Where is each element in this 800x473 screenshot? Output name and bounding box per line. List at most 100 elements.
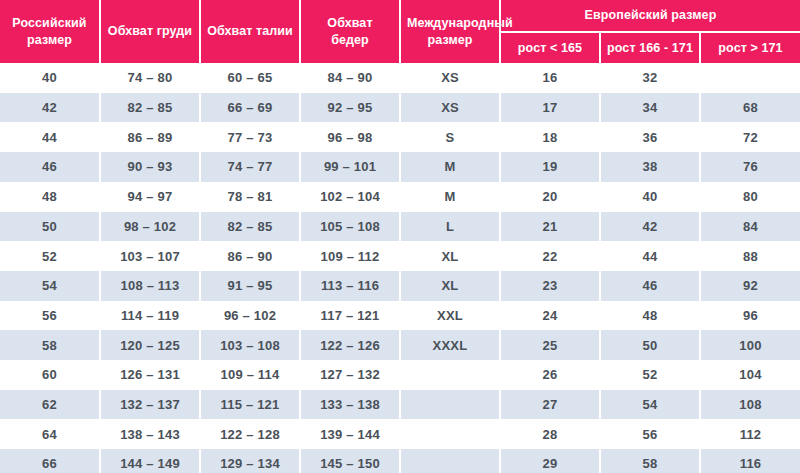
cell-height-166-171: 52 xyxy=(600,360,700,390)
cell-height-166-171: 54 xyxy=(600,390,700,420)
cell-height-gt-171: 80 xyxy=(700,182,800,212)
cell-chest: 86 – 89 xyxy=(100,122,200,152)
cell-hips: 96 – 98 xyxy=(300,122,400,152)
cell-waist: 74 – 77 xyxy=(200,152,300,182)
cell-waist: 60 – 65 xyxy=(200,63,300,93)
cell-chest: 108 – 113 xyxy=(100,271,200,301)
cell-height-166-171: 38 xyxy=(600,152,700,182)
cell-waist: 82 – 85 xyxy=(200,212,300,242)
cell-russian-size: 56 xyxy=(0,301,100,331)
table-row: 52103 – 10786 – 90109 – 112XL224488 xyxy=(0,241,800,271)
header-height-lt-165: рост < 165 xyxy=(500,32,600,63)
cell-height-lt-165: 19 xyxy=(500,152,600,182)
cell-russian-size: 66 xyxy=(0,449,100,473)
table-row: 4074 – 8060 – 6584 – 90XS1632 xyxy=(0,63,800,93)
cell-russian-size: 48 xyxy=(0,182,100,212)
table-row: 4894 – 9778 – 81102 – 104M204080 xyxy=(0,182,800,212)
cell-chest: 138 – 143 xyxy=(100,419,200,449)
table-row: 62132 – 137115 – 121133 – 1382754108 xyxy=(0,390,800,420)
cell-waist: 96 – 102 xyxy=(200,301,300,331)
cell-height-166-171: 42 xyxy=(600,212,700,242)
cell-russian-size: 50 xyxy=(0,212,100,242)
cell-chest: 114 – 119 xyxy=(100,301,200,331)
cell-russian-size: 52 xyxy=(0,241,100,271)
cell-international-size xyxy=(400,390,500,420)
cell-height-lt-165: 20 xyxy=(500,182,600,212)
cell-height-gt-171: 116 xyxy=(700,449,800,473)
cell-international-size: S xyxy=(400,122,500,152)
cell-hips: 109 – 112 xyxy=(300,241,400,271)
cell-hips: 117 – 121 xyxy=(300,301,400,331)
cell-chest: 74 – 80 xyxy=(100,63,200,93)
cell-russian-size: 60 xyxy=(0,360,100,390)
cell-chest: 82 – 85 xyxy=(100,93,200,123)
cell-russian-size: 44 xyxy=(0,122,100,152)
cell-height-166-171: 46 xyxy=(600,271,700,301)
cell-hips: 139 – 144 xyxy=(300,419,400,449)
cell-height-gt-171: 84 xyxy=(700,212,800,242)
table-row: 4690 – 9374 – 7799 – 101M193876 xyxy=(0,152,800,182)
cell-height-lt-165: 22 xyxy=(500,241,600,271)
cell-international-size: XL xyxy=(400,241,500,271)
header-international-size: Международный размер xyxy=(400,0,500,63)
cell-international-size: XXXL xyxy=(400,330,500,360)
table-row: 56114 – 11996 – 102117 – 121XXL244896 xyxy=(0,301,800,331)
cell-height-166-171: 40 xyxy=(600,182,700,212)
cell-chest: 144 – 149 xyxy=(100,449,200,473)
header-height-166-171: рост 166 - 171 xyxy=(600,32,700,63)
cell-hips: 122 – 126 xyxy=(300,330,400,360)
cell-height-lt-165: 29 xyxy=(500,449,600,473)
cell-height-166-171: 58 xyxy=(600,449,700,473)
cell-hips: 84 – 90 xyxy=(300,63,400,93)
cell-hips: 133 – 138 xyxy=(300,390,400,420)
cell-height-lt-165: 17 xyxy=(500,93,600,123)
table-row: 4282 – 8566 – 6992 – 95XS173468 xyxy=(0,93,800,123)
cell-height-gt-171: 76 xyxy=(700,152,800,182)
cell-height-166-171: 36 xyxy=(600,122,700,152)
cell-chest: 98 – 102 xyxy=(100,212,200,242)
cell-international-size: M xyxy=(400,152,500,182)
cell-height-lt-165: 27 xyxy=(500,390,600,420)
cell-height-166-171: 56 xyxy=(600,419,700,449)
cell-height-gt-171: 68 xyxy=(700,93,800,123)
header-european-size-group: Европейский размер xyxy=(500,0,800,32)
cell-height-lt-165: 28 xyxy=(500,419,600,449)
cell-waist: 129 – 134 xyxy=(200,449,300,473)
cell-waist: 91 – 95 xyxy=(200,271,300,301)
cell-international-size xyxy=(400,360,500,390)
cell-international-size: XS xyxy=(400,93,500,123)
cell-international-size: L xyxy=(400,212,500,242)
cell-chest: 132 – 137 xyxy=(100,390,200,420)
cell-russian-size: 46 xyxy=(0,152,100,182)
cell-height-gt-171: 88 xyxy=(700,241,800,271)
cell-russian-size: 58 xyxy=(0,330,100,360)
cell-height-166-171: 50 xyxy=(600,330,700,360)
cell-russian-size: 54 xyxy=(0,271,100,301)
cell-height-gt-171 xyxy=(700,63,800,93)
cell-international-size: XXL xyxy=(400,301,500,331)
cell-chest: 103 – 107 xyxy=(100,241,200,271)
cell-hips: 105 – 108 xyxy=(300,212,400,242)
table-header: Российский размер Обхват груди Обхват та… xyxy=(0,0,800,63)
header-russian-size: Российский размер xyxy=(0,0,100,63)
cell-waist: 122 – 128 xyxy=(200,419,300,449)
cell-hips: 102 – 104 xyxy=(300,182,400,212)
cell-international-size: M xyxy=(400,182,500,212)
cell-height-166-171: 44 xyxy=(600,241,700,271)
cell-height-lt-165: 24 xyxy=(500,301,600,331)
cell-height-lt-165: 23 xyxy=(500,271,600,301)
cell-height-gt-171: 92 xyxy=(700,271,800,301)
cell-height-166-171: 34 xyxy=(600,93,700,123)
cell-height-lt-165: 21 xyxy=(500,212,600,242)
cell-height-lt-165: 26 xyxy=(500,360,600,390)
cell-waist: 86 – 90 xyxy=(200,241,300,271)
cell-height-166-171: 32 xyxy=(600,63,700,93)
cell-height-lt-165: 16 xyxy=(500,63,600,93)
table-row: 54108 – 11391 – 95113 – 116XL234692 xyxy=(0,271,800,301)
cell-waist: 66 – 69 xyxy=(200,93,300,123)
cell-hips: 92 – 95 xyxy=(300,93,400,123)
cell-russian-size: 42 xyxy=(0,93,100,123)
cell-russian-size: 62 xyxy=(0,390,100,420)
cell-hips: 127 – 132 xyxy=(300,360,400,390)
header-height-gt-171: рост > 171 xyxy=(700,32,800,63)
